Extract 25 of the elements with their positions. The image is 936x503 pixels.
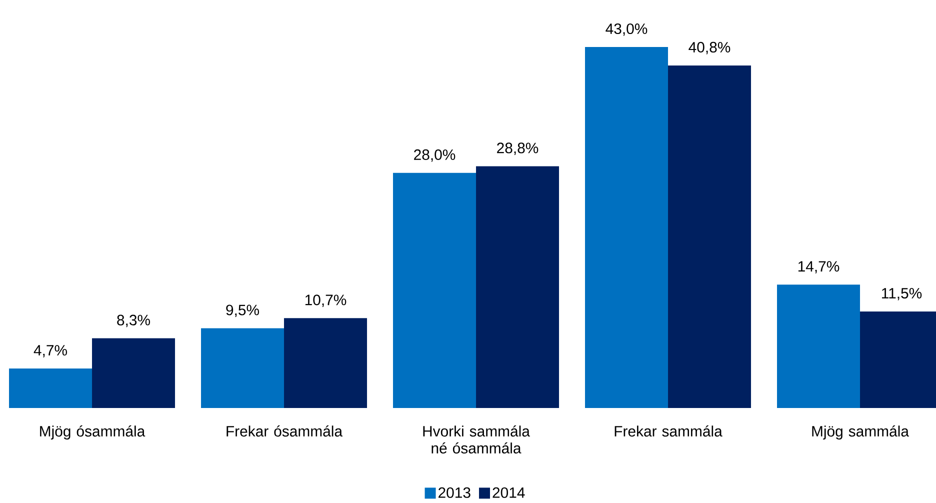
bar xyxy=(201,328,284,408)
bar xyxy=(585,46,668,408)
bar xyxy=(92,338,176,408)
bar xyxy=(393,172,476,408)
x-tick-label: Mjög ósammála xyxy=(40,425,146,440)
bar xyxy=(9,368,92,408)
legend-label: 2013 xyxy=(438,487,470,498)
data-label: 28,0% xyxy=(414,149,456,162)
data-label: 9,5% xyxy=(226,304,259,318)
data-label: 10,7% xyxy=(305,294,346,307)
data-label: 8,3% xyxy=(117,314,150,328)
x-tick-label: Mjög sammála xyxy=(812,425,909,440)
data-label: 43,0% xyxy=(606,23,648,36)
x-tick-label: Hvorki sammála né ósammála xyxy=(423,425,530,454)
bar xyxy=(668,65,752,408)
data-label: 4,7% xyxy=(34,345,67,358)
data-label: 28,8% xyxy=(497,142,538,156)
data-label: 11,5% xyxy=(882,288,922,300)
bar xyxy=(476,166,560,408)
data-label: 14,7% xyxy=(798,261,840,274)
bar xyxy=(284,318,368,408)
x-tick-label: Frekar sammála xyxy=(614,425,722,437)
data-label: 40,8% xyxy=(688,42,730,54)
x-tick-label: Frekar ósammála xyxy=(226,425,343,437)
legend-label: 2014 xyxy=(492,487,525,498)
